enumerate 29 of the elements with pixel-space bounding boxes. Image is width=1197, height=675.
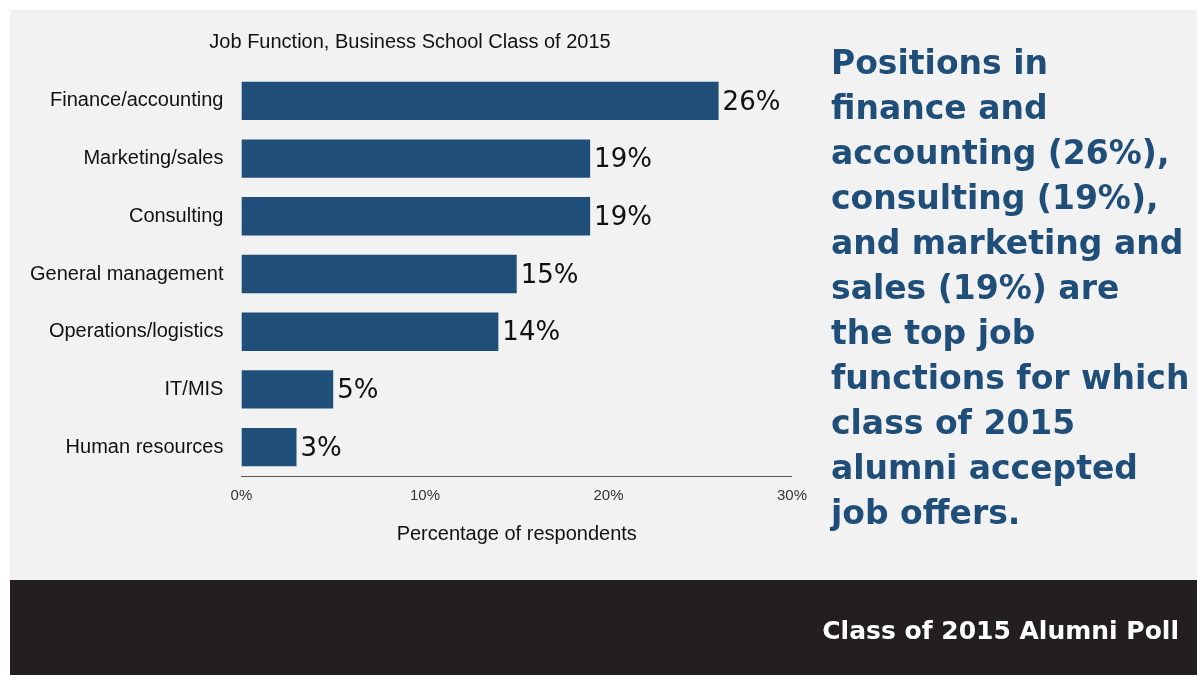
bar	[241, 427, 297, 467]
y-tick-label: IT/MIS	[164, 376, 224, 399]
bar	[241, 370, 334, 409]
x-axis-title: Percentage of respondents	[396, 521, 637, 544]
bar	[241, 254, 517, 294]
y-tick-label: Human resources	[65, 434, 224, 457]
data-label: 3%	[300, 431, 342, 462]
text: Class of 2015 Alumni Poll	[822, 616, 1179, 645]
bar	[241, 139, 591, 178]
data-label: 19%	[594, 143, 652, 174]
data-label: 14%	[502, 316, 561, 347]
y-tick-label: Marketing/sales	[83, 146, 224, 169]
x-tick-label: 10%	[409, 486, 440, 504]
x-tick-label: 20%	[593, 486, 624, 504]
x-tick-label: 0%	[230, 486, 253, 504]
bar	[241, 312, 499, 351]
data-label: 26%	[722, 85, 781, 116]
x-tick-label: 30%	[776, 486, 807, 504]
text: Positions in finance and accounting (26%), consulting (19%), and marketing and sales (19%) are the top job functions for which class of 2015 alumni accepted job offers.	[831, 43, 1190, 532]
bar	[241, 81, 719, 121]
y-tick-label: Operations/logistics	[48, 319, 224, 342]
y-tick-label: General management	[29, 261, 224, 284]
data-label: 19%	[594, 201, 652, 232]
chart-title: Job Function, Business School Class of 2015	[209, 29, 611, 52]
bar	[241, 197, 591, 236]
data-label: 5%	[337, 374, 379, 405]
y-tick-label: Finance/accounting	[49, 88, 224, 111]
data-label: 15%	[520, 258, 579, 289]
y-tick-label: Consulting	[128, 203, 224, 226]
